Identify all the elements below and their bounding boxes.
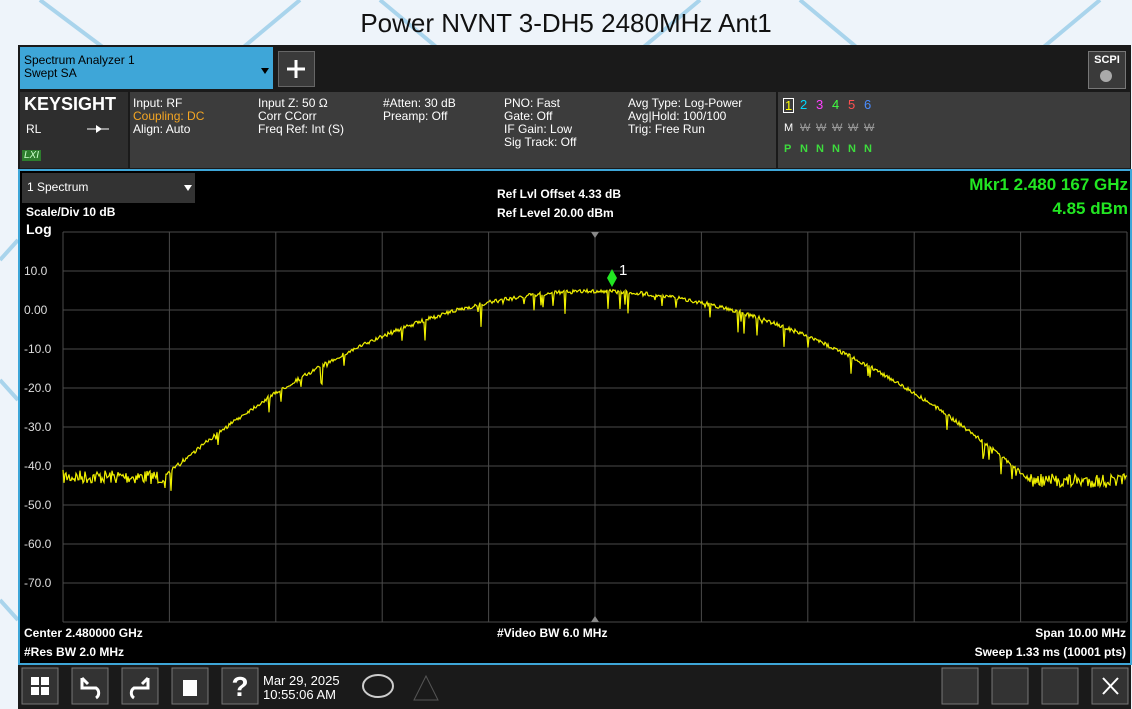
time: 10:55:06 AM [263, 687, 336, 702]
marker-label: 1 [619, 262, 627, 279]
info-text: #Atten: 30 dB [383, 96, 456, 110]
info-text: Corr CCorr [258, 109, 317, 123]
info-text: Input: RF [133, 96, 183, 110]
trace-state: N [800, 143, 808, 155]
tab[interactable] [20, 47, 273, 89]
lxi-badge: LXI [22, 150, 42, 161]
trace-state: N [816, 143, 824, 155]
taskbar-icons: ? [21, 667, 1129, 705]
y-tick-label: -20.0 [24, 381, 52, 395]
y-tick-label: -60.0 [24, 537, 52, 551]
trace-number: 3 [816, 97, 824, 112]
info-text: Gate: Off [504, 109, 553, 123]
trace-state: N [832, 143, 840, 155]
trace-mode: W [832, 122, 843, 134]
span: Span 10.00 MHz [1035, 626, 1126, 640]
info-text: Input Z: 50 Ω [258, 96, 328, 110]
sweep: Sweep 1.33 ms (10001 pts) [974, 645, 1126, 659]
y-tick-label: -30.0 [24, 420, 52, 434]
y-tick-label: -50.0 [24, 498, 52, 512]
trace-mode: W [848, 122, 859, 134]
info-text: IF Gain: Low [504, 122, 573, 136]
touch-button[interactable] [991, 667, 1029, 705]
log-label: Log [26, 221, 52, 237]
trace-mode: W [816, 122, 827, 134]
info-panel [130, 92, 776, 168]
svg-text:?: ? [231, 671, 248, 702]
info-text: Coupling: DC [133, 109, 205, 123]
trace-state: N [848, 143, 856, 155]
undo-button[interactable] [71, 667, 109, 705]
info-text: Trig: Free Run [628, 122, 705, 136]
trace-number: 4 [832, 97, 840, 112]
layout-button[interactable] [941, 667, 979, 705]
y-tick-label: 0.00 [24, 303, 48, 317]
info-text: Avg|Hold: 100/100 [628, 109, 727, 123]
windows-layout-button[interactable] [1041, 667, 1079, 705]
trace-number: 6 [864, 97, 872, 112]
video-bw: #Video BW 6.0 MHz [497, 626, 608, 640]
window-name: 1 Spectrum [27, 180, 89, 194]
ref-level: Ref Level 20.00 dBm [497, 206, 614, 220]
trace-number: 5 [848, 97, 856, 112]
redo-button[interactable] [121, 667, 159, 705]
ref-offset: Ref Lvl Offset 4.33 dB [497, 187, 622, 201]
tab-arrow [261, 68, 269, 74]
help-button[interactable] [221, 667, 259, 705]
trace-panel [778, 92, 1130, 168]
rl-label: RL [26, 122, 42, 136]
center-frequency: Center 2.480000 GHz [24, 626, 143, 640]
info-text: Avg Type: Log-Power [628, 96, 743, 110]
info-text: Sig Track: Off [504, 135, 577, 149]
brand: KEYSIGHT [24, 94, 117, 114]
windows-button[interactable] [21, 667, 59, 705]
trace-number: 1 [783, 98, 795, 113]
page-title: Power NVNT 3-DH5 2480MHz Ant1 [360, 8, 772, 38]
ref-marker-top [591, 232, 599, 238]
scpi-label: SCPI [1094, 54, 1120, 66]
scale-label: Scale/Div 10 dB [26, 205, 116, 219]
trace-mode: M [784, 122, 794, 134]
y-tick-label: -10.0 [24, 342, 52, 356]
trace-state: N [864, 143, 872, 155]
ref-marker-bottom [591, 616, 599, 622]
plus-icon [287, 60, 305, 78]
res-bw: #Res BW 2.0 MHz [24, 645, 125, 659]
scpi-button[interactable] [1088, 51, 1126, 89]
window-arrow [184, 185, 192, 191]
rl-icon [87, 125, 109, 133]
marker-frequency: Mkr1 2.480 167 GHz [969, 175, 1128, 194]
scpi-dot [1100, 70, 1112, 82]
trace-mode: W [800, 122, 811, 134]
tab-name: Spectrum Analyzer 1 [24, 53, 135, 67]
trace [62, 287, 1128, 491]
info-text: Align: Auto [133, 122, 191, 136]
date: Mar 29, 2025 [263, 673, 340, 688]
tab-mode: Swept SA [24, 66, 77, 80]
info-text: Preamp: Off [383, 109, 448, 123]
info-text: PNO: Fast [504, 96, 561, 110]
trace-state: P [784, 143, 792, 155]
window-selector[interactable] [22, 173, 195, 203]
y-tick-label: -70.0 [24, 576, 52, 590]
trace-number: 2 [800, 97, 808, 112]
info-text: Freq Ref: Int (S) [258, 122, 345, 136]
marker-amplitude: 4.85 dBm [1052, 199, 1128, 218]
marker [607, 269, 617, 287]
y-tick-label: 10.0 [24, 264, 48, 278]
add-button[interactable] [278, 51, 315, 87]
y-tick-label: -40.0 [24, 459, 52, 473]
trace-mode: W [864, 122, 875, 134]
